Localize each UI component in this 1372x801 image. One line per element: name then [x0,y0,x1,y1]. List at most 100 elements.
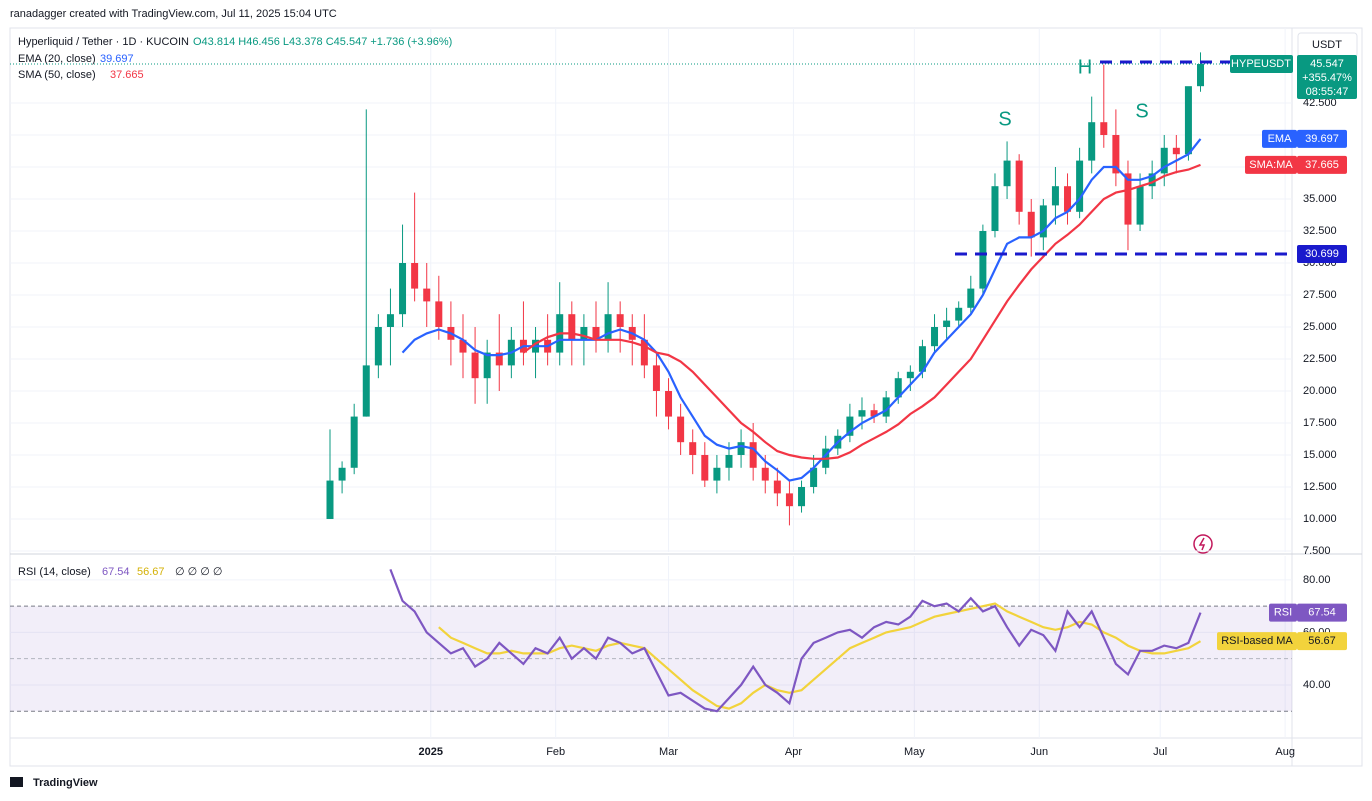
series-tag-value-box [1297,632,1347,651]
candle-body [483,352,491,379]
candle-body [1148,173,1156,187]
series-tag-name-box [1269,603,1297,622]
y-tick-label: 10.000 [1303,513,1337,525]
candle-body [640,339,648,366]
price-change: +355.47% [1302,72,1352,84]
y-tick-label: 25.000 [1303,321,1337,333]
candle-body [1088,122,1096,161]
pattern-label: S [998,108,1011,130]
y-tick-label: 80.00 [1303,574,1331,586]
series-tag-value-box [1297,603,1347,622]
candle-body [1003,160,1011,187]
candle-body [435,301,443,327]
candle-body [870,410,878,417]
candle-body [1197,64,1205,87]
candle-body [616,314,624,327]
candle-body [568,314,576,340]
x-tick-label: Jun [1030,746,1048,758]
legend-ohlc: O43.814 H46.456 L43.378 C45.547 +1.736 (… [193,36,452,48]
candle-body [677,416,685,443]
candle-body [350,416,358,468]
currency[interactable]: USDT [1312,39,1342,51]
candle-body [665,390,673,417]
logo: TradingView [10,777,98,789]
y-tick-label: 15.000 [1303,449,1337,461]
ai-icon[interactable] [1193,534,1213,554]
candle-body [713,467,721,481]
candle-body [386,314,394,327]
x-tick-label: Apr [785,746,802,758]
candle-body [411,262,419,289]
candle-body [798,486,806,507]
candle-body [362,365,370,417]
header: ranadagger created with TradingView.com,… [10,8,337,20]
support-label: 30.699 [1305,248,1339,260]
frame [9,27,1363,767]
candle-body [1100,122,1108,136]
candle-body [894,378,902,398]
series-tag-name-box [1217,632,1297,651]
x-tick-label: Jul [1153,746,1167,758]
candle-body [1015,160,1023,212]
y-tick-label: 35.000 [1303,193,1337,205]
y-tick-label: 32.500 [1303,225,1337,237]
candle-body [725,454,733,468]
y-tick-label: 42.500 [1303,97,1337,109]
candle-body [604,314,612,340]
candle-body [906,371,914,379]
y-tick-label: 12.500 [1303,481,1337,493]
candle-body [955,307,963,321]
candle-body [846,416,854,436]
candle-body [931,326,939,347]
candle-body [592,326,600,340]
series-tag-name-box [1245,155,1297,174]
series-tag-name: RSI [1274,607,1292,619]
candle-body [1039,205,1047,238]
x-tick-label: 2025 [419,746,443,758]
candle-body [1064,186,1072,212]
legend-value: 67.54 [102,566,130,578]
series-tag-value: 56.67 [1308,635,1336,647]
candle-body [495,352,503,366]
support-label-box [1297,245,1347,264]
series-line [389,569,1202,713]
y-tick-label: 20.000 [1303,385,1337,397]
candle-body [471,352,479,379]
symbol-box [1230,55,1293,74]
candle-body [459,339,467,353]
candle-body [737,442,745,455]
series-tag-name: EMA [1268,133,1293,145]
price-value: 45.547 [1310,58,1344,70]
candle-body [882,397,890,417]
x-tick-label: Mar [659,746,678,758]
candle-body [991,186,999,231]
series-line [401,138,1202,482]
price-box [1297,55,1357,100]
candle-body [943,320,951,327]
candle-body [423,288,431,302]
legend-value: 39.697 [100,53,134,65]
y-tick-label: 7.500 [1303,545,1331,557]
legend-name: EMA (20, close) [18,53,96,65]
candle-body [689,442,697,455]
candle-body [326,480,334,519]
legend-value: 56.67 [137,566,165,578]
countdown: 08:55:47 [1306,86,1349,98]
legend-name: SMA (50, close) [18,69,96,81]
series-tag-value-box [1297,129,1347,148]
x-tick-label: Feb [546,746,565,758]
pattern-label: H [1078,56,1092,78]
series-tag-name-box [1262,129,1297,148]
candle-body [580,326,588,340]
candle-body [1076,160,1084,212]
candle-body [338,467,346,481]
candle-body [374,326,382,366]
candle-body [1184,86,1192,155]
legend-title: RSI (14, close) [18,566,91,578]
legend-value: 37.665 [110,69,144,81]
footer: TradingView [33,777,98,789]
candle-body [1136,186,1144,225]
candle-body [1112,135,1120,174]
legend-inputs: ∅ ∅ ∅ ∅ [175,566,223,578]
